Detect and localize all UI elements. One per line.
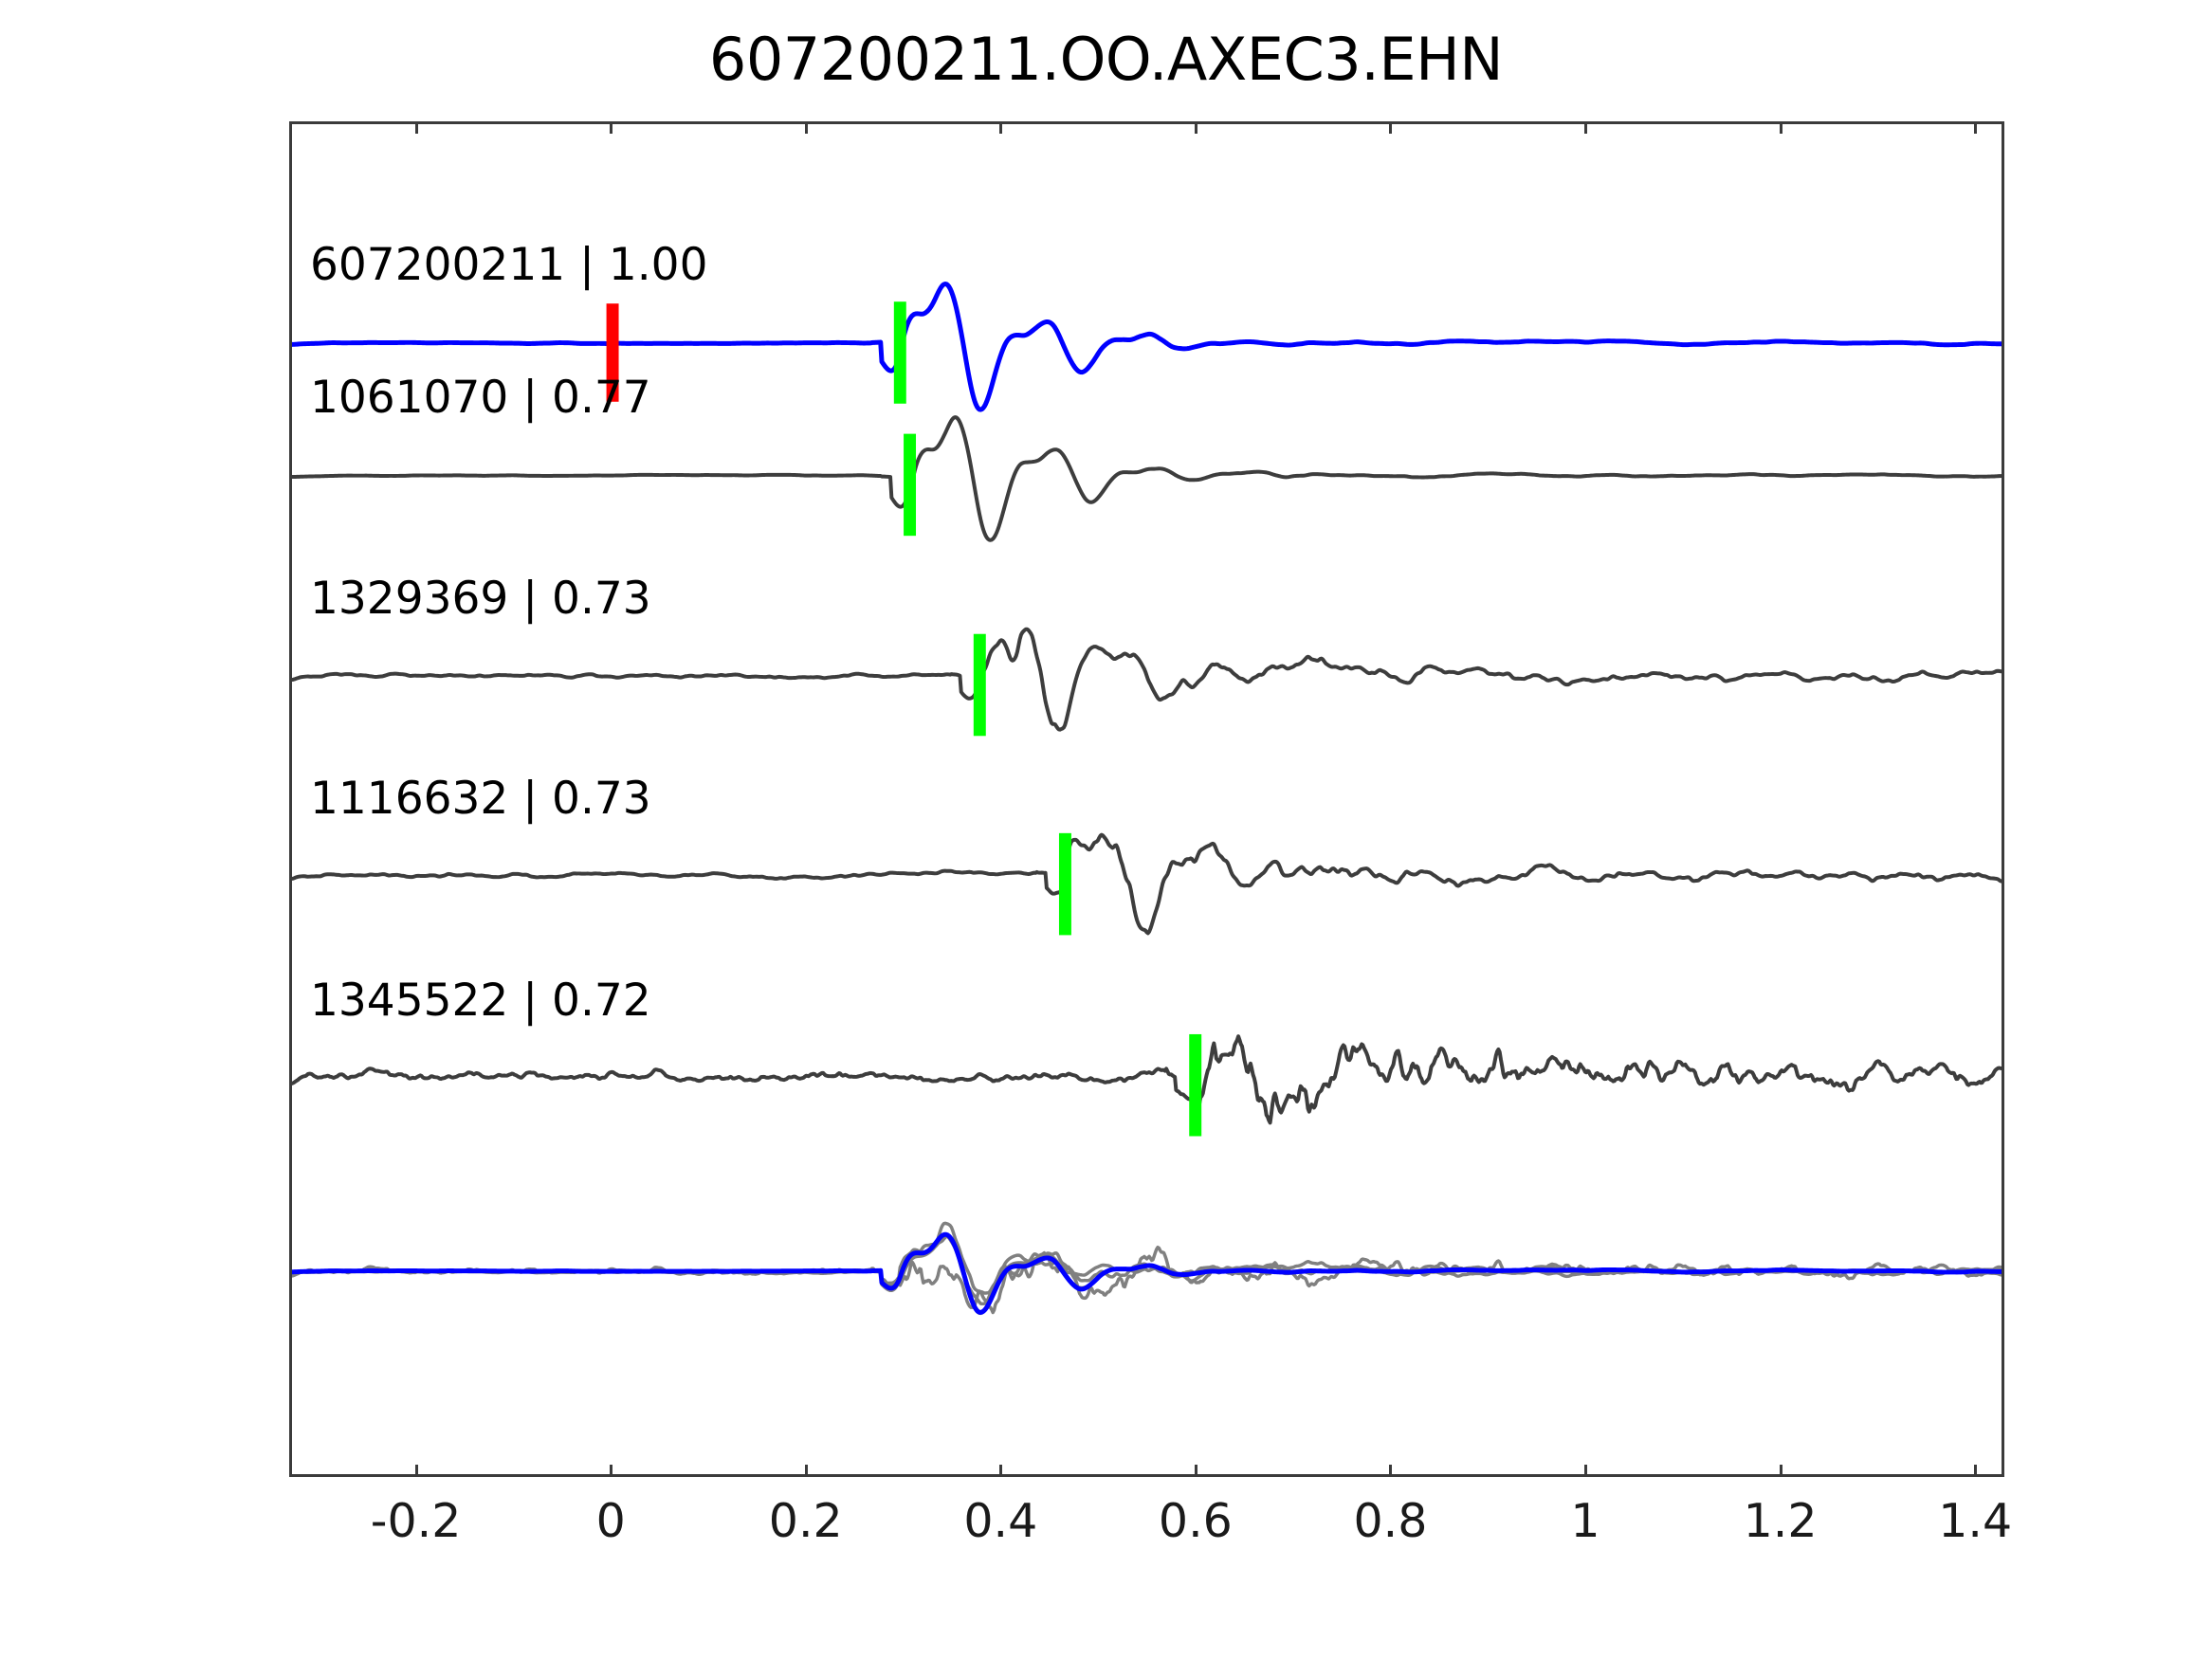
x-tick-mark-top-5	[1389, 121, 1393, 134]
pick-marker-1345522	[1189, 1033, 1202, 1137]
plot-axes	[289, 121, 2004, 1477]
x-tick-mark-7	[1779, 1465, 1782, 1477]
pick-marker-1329369	[973, 633, 986, 737]
pick-marker-1116632	[1058, 832, 1071, 936]
x-tick-mark-top-6	[1584, 121, 1588, 134]
trace-line-1345522	[292, 1034, 2002, 1125]
stack-trace-1061070	[292, 1234, 2002, 1316]
x-tick-mark-top-0	[414, 121, 418, 134]
trace-label-1061070: 1061070 | 0.77	[310, 372, 651, 424]
x-tick-label-6: 1	[1570, 1494, 1600, 1548]
trace-label-607200211: 607200211 | 1.00	[310, 239, 708, 291]
page-title: 607200211.OO.AXEC3.EHN	[708, 25, 1504, 94]
x-tick-mark-top-1	[610, 121, 613, 134]
x-tick-label-5: 0.8	[1353, 1494, 1428, 1548]
stack-trace-1345522	[292, 1245, 2002, 1315]
trace-label-1329369: 1329369 | 0.73	[310, 573, 651, 625]
stack-trace-template	[292, 1231, 2002, 1315]
x-tick-label-0: -0.2	[370, 1494, 462, 1548]
x-tick-mark-top-4	[1194, 121, 1197, 134]
trace-line-1061070	[292, 415, 2002, 542]
x-tick-label-7: 1.2	[1743, 1494, 1818, 1548]
x-tick-mark-8	[1974, 1465, 1978, 1477]
x-tick-label-8: 1.4	[1938, 1494, 2013, 1548]
x-tick-mark-0	[414, 1465, 418, 1477]
trace-line-607200211	[292, 282, 2002, 412]
x-tick-label-4: 0.6	[1158, 1494, 1233, 1548]
x-tick-label-3: 0.4	[963, 1494, 1038, 1548]
trace-label-1116632: 1116632 | 0.73	[310, 773, 651, 825]
x-tick-label-2: 0.2	[768, 1494, 843, 1548]
x-tick-mark-top-3	[999, 121, 1003, 134]
x-tick-mark-top-2	[804, 121, 808, 134]
pick-marker-607200211	[893, 301, 906, 404]
x-tick-mark-top-8	[1974, 121, 1978, 134]
trace-label-1345522: 1345522 | 0.72	[310, 975, 651, 1027]
x-tick-mark-5	[1389, 1465, 1393, 1477]
x-tick-mark-4	[1194, 1465, 1197, 1477]
x-tick-mark-6	[1584, 1465, 1588, 1477]
x-tick-mark-2	[804, 1465, 808, 1477]
x-tick-mark-3	[999, 1465, 1003, 1477]
x-tick-label-1: 0	[595, 1494, 626, 1548]
origin-marker-607200211	[606, 303, 619, 402]
x-tick-mark-1	[610, 1465, 613, 1477]
pick-marker-1061070	[904, 433, 917, 537]
trace-line-1116632	[292, 832, 2002, 936]
trace-line-1329369	[292, 627, 2002, 732]
seismogram-svg	[292, 282, 2002, 1316]
x-tick-mark-top-7	[1779, 121, 1782, 134]
